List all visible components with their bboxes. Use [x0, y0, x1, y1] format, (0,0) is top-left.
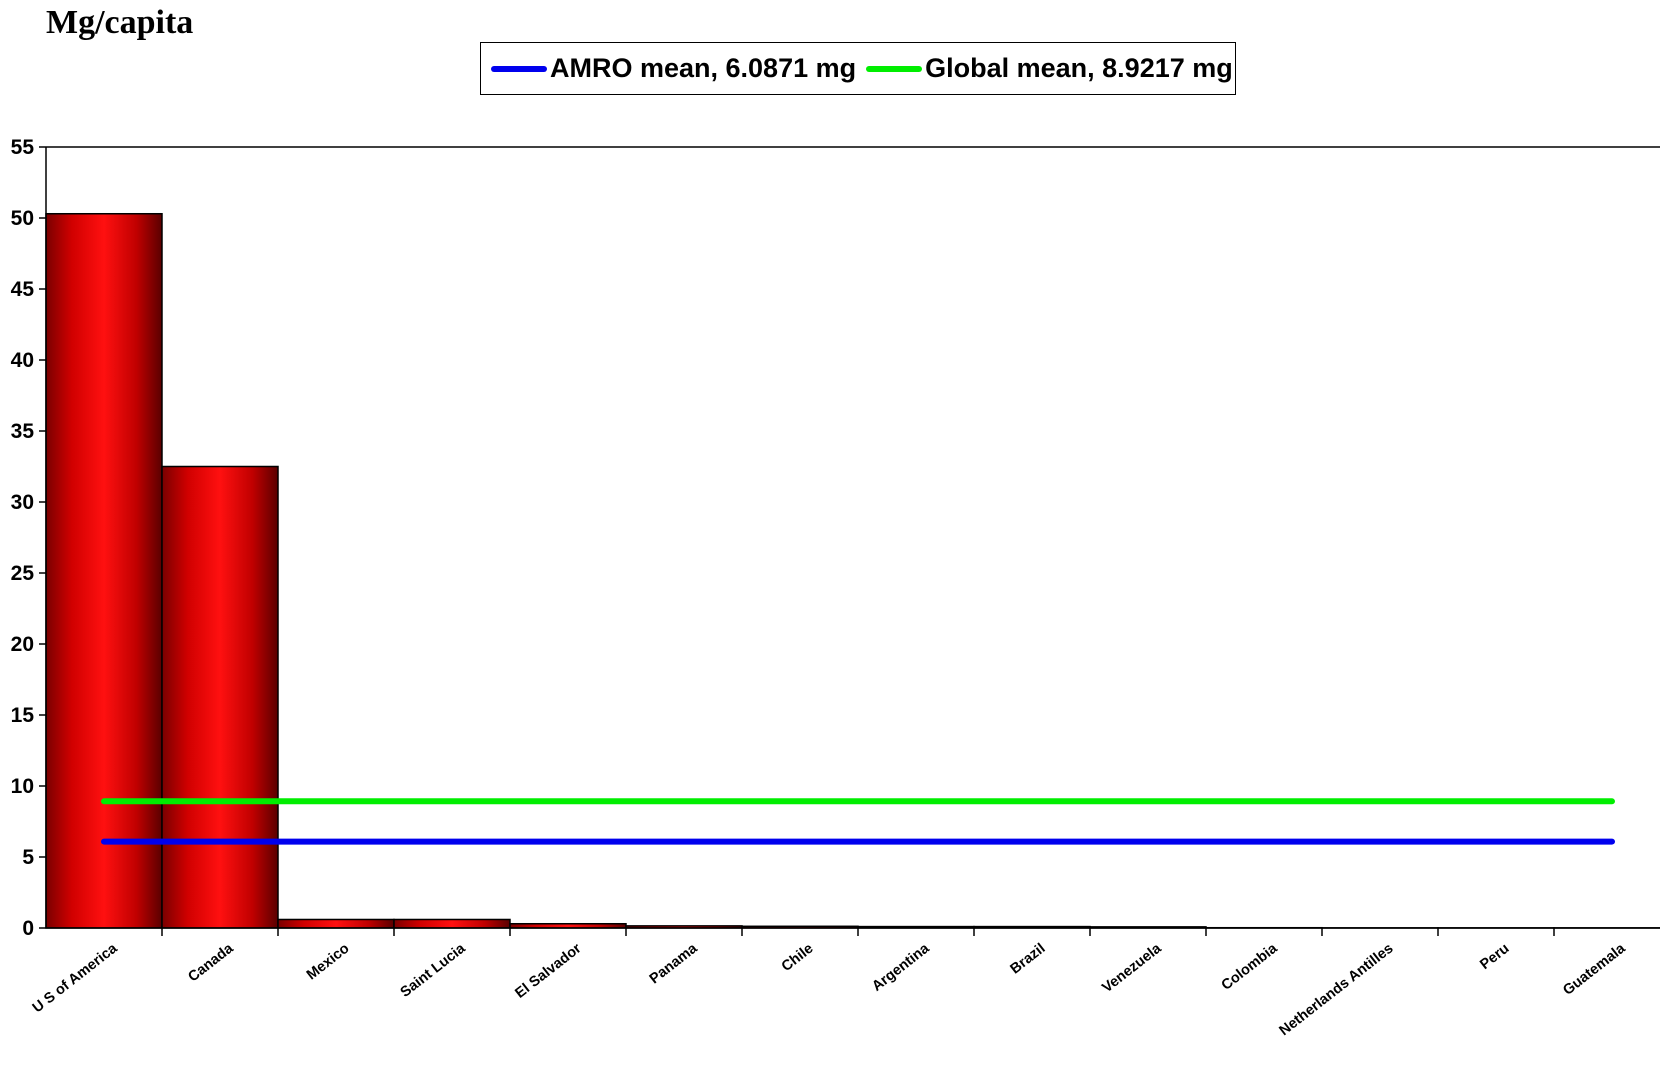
x-category-label: Brazil: [1007, 941, 1048, 978]
bar-1: [161, 465, 279, 929]
x-category-label: Canada: [185, 940, 237, 985]
x-category-label: Netherlands Antilles: [1277, 941, 1397, 1040]
legend-swatch-amro: [491, 65, 547, 72]
legend-label-global: Global mean, 8.9217 mg: [925, 53, 1233, 83]
x-category-label: Chile: [779, 941, 817, 975]
legend-item-amro: AMRO mean, 6.0871 mg: [491, 53, 856, 84]
legend-item-global: Global mean, 8.9217 mg: [866, 53, 1233, 84]
bar-0: [45, 212, 163, 929]
chart-title: Mg/capita: [46, 4, 194, 41]
x-category-label: Argentina: [869, 940, 933, 995]
y-tick-label: 0: [22, 917, 34, 940]
x-category-label: Peru: [1477, 941, 1512, 973]
y-tick-label: 15: [11, 704, 35, 727]
y-tick-label: 20: [11, 633, 34, 656]
y-tick-label: 55: [11, 136, 35, 159]
y-tick-label: 10: [11, 775, 34, 798]
y-tick-label: 25: [11, 562, 35, 585]
legend-label-amro: AMRO mean, 6.0871 mg: [550, 53, 857, 83]
bar-3: [393, 918, 511, 929]
y-tick-label: 40: [11, 349, 34, 372]
legend-swatch-global: [866, 65, 923, 72]
y-tick-label: 35: [11, 420, 35, 443]
x-category-label: El Salvador: [512, 940, 584, 1001]
legend: AMRO mean, 6.0871 mg Global mean, 8.9217…: [480, 42, 1236, 95]
x-category-label: Colombia: [1219, 940, 1282, 994]
bar-2: [277, 918, 395, 929]
y-tick-label: 5: [22, 846, 34, 869]
y-tick-label: 30: [11, 491, 34, 514]
x-category-label: U S of America: [30, 940, 121, 1016]
x-category-label: Venezuela: [1099, 940, 1165, 996]
x-category-label: Guatemala: [1560, 940, 1629, 999]
y-tick-label: 45: [11, 278, 35, 301]
x-category-label: Mexico: [304, 940, 353, 983]
y-tick-label: 50: [11, 207, 34, 230]
x-category-label: Saint Lucia: [398, 940, 470, 1001]
x-category-label: Panama: [647, 940, 701, 987]
